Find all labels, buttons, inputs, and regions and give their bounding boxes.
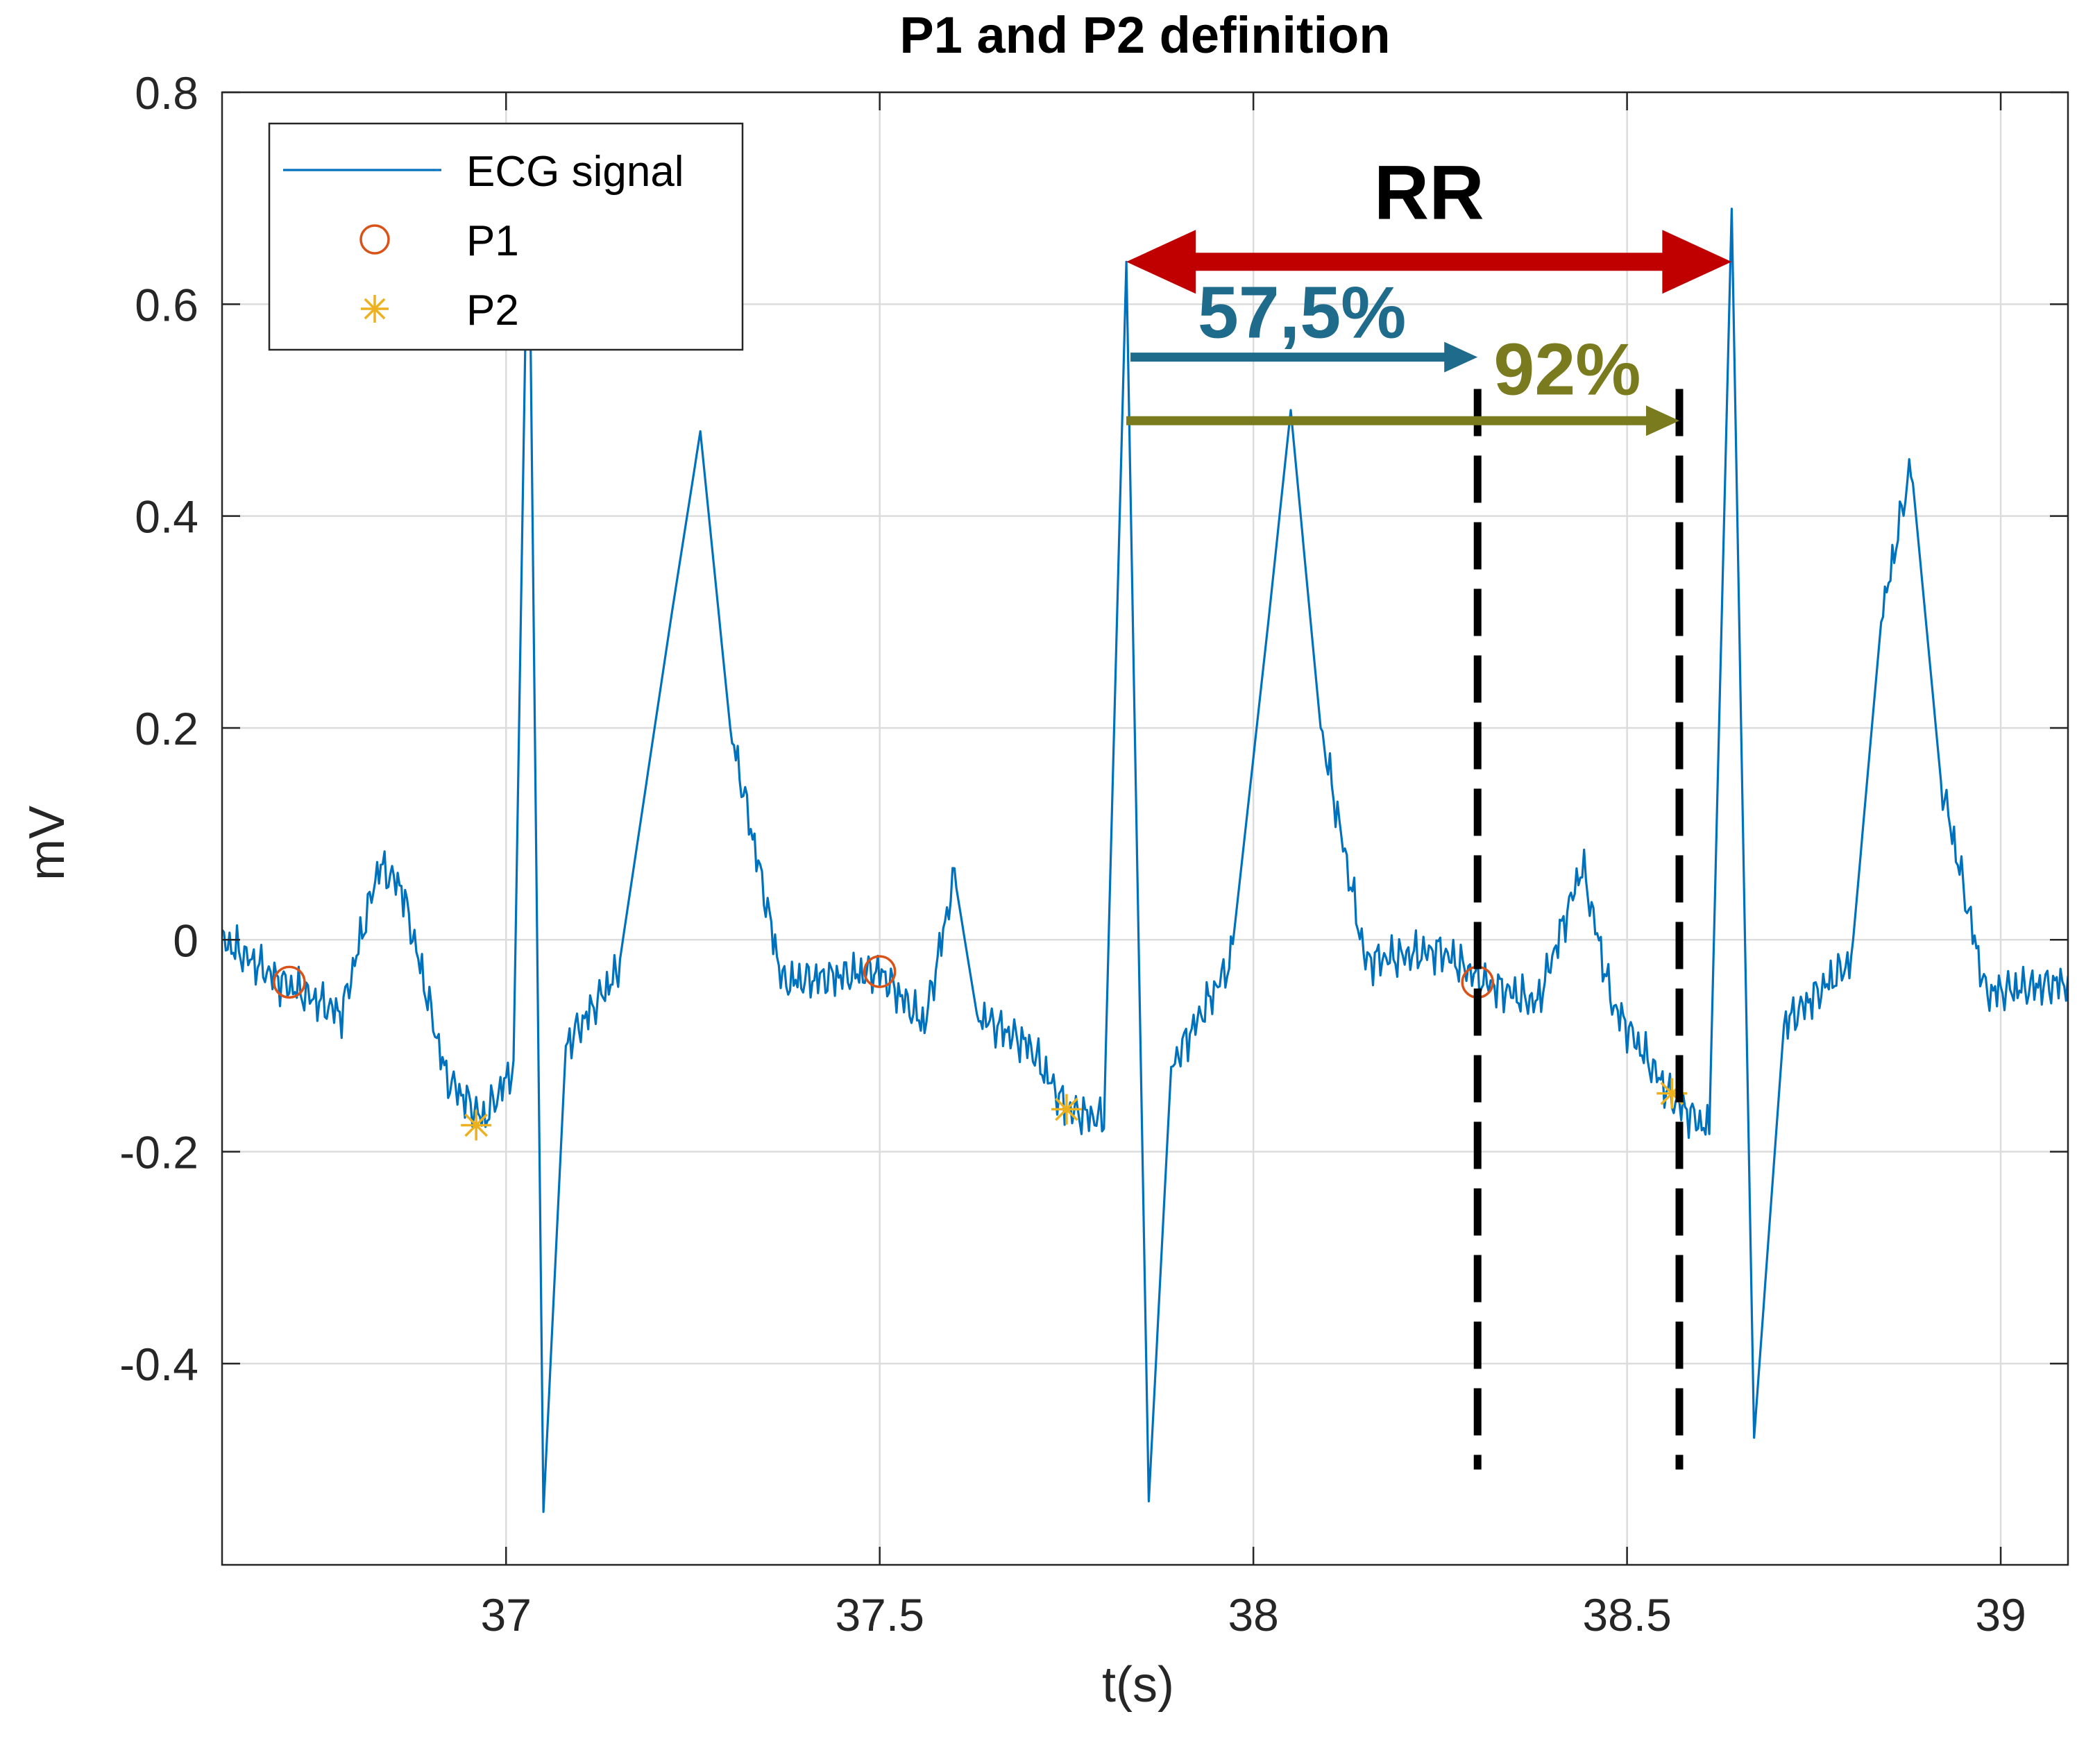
- p2-legend-asterisk: [361, 295, 389, 323]
- x-axis-label: t(s): [1102, 1657, 1174, 1713]
- p1-percent-label: 57,5%: [1198, 272, 1407, 354]
- annotations: RR 57,5% 92%: [1126, 150, 1732, 1470]
- legend-ecg-label: ECG signal: [466, 148, 684, 196]
- legend-p2-label: P2: [466, 287, 519, 334]
- legend-p2-marker: [361, 295, 389, 323]
- y-axis-label: mV: [19, 806, 75, 881]
- y-tick-label: -0.2: [119, 1127, 198, 1178]
- x-tick-label: 38.5: [1582, 1589, 1671, 1640]
- legend-box: [268, 122, 744, 351]
- y-tick-label: 0: [173, 915, 198, 966]
- p1-markers: [273, 955, 1494, 999]
- y-tick-label: 0.6: [135, 279, 198, 330]
- y-tick-label: 0.8: [135, 67, 198, 119]
- x-tick-label: 37.5: [835, 1589, 924, 1640]
- x-tick-label: 38: [1228, 1589, 1278, 1640]
- legend-p1-marker: [359, 224, 390, 255]
- y-tick-label: -0.4: [119, 1339, 198, 1390]
- p2-marker: [1051, 1094, 1082, 1125]
- p2-arrow-head: [1646, 405, 1679, 436]
- x-tick-label: 37: [481, 1589, 532, 1640]
- plot-area-border: [221, 91, 2069, 1566]
- p2-marker: [461, 1110, 492, 1141]
- legend-p1-label: P1: [466, 217, 519, 265]
- p2-markers: [461, 1078, 1688, 1141]
- p1-arrow-head: [1444, 341, 1478, 373]
- axis-ticks: 37 37.5 38 38.5 39 0.8 0.6 0.4 0.2 0 -0.2 -0.4: [119, 67, 2068, 1640]
- p1-marker: [273, 965, 306, 999]
- rr-label: RR: [1374, 150, 1484, 235]
- y-tick-label: 0.4: [135, 491, 198, 543]
- p2-percent-label: 92%: [1493, 328, 1641, 410]
- rr-arrow-head-right: [1662, 230, 1732, 294]
- legend: ECG signal P1 P2: [268, 122, 744, 351]
- rr-arrow-head-left: [1126, 230, 1196, 294]
- chart-title: P1 and P2 definition: [899, 6, 1390, 64]
- y-tick-label: 0.2: [135, 703, 198, 754]
- x-tick-label: 39: [1975, 1589, 2026, 1640]
- p1-marker: [863, 955, 897, 988]
